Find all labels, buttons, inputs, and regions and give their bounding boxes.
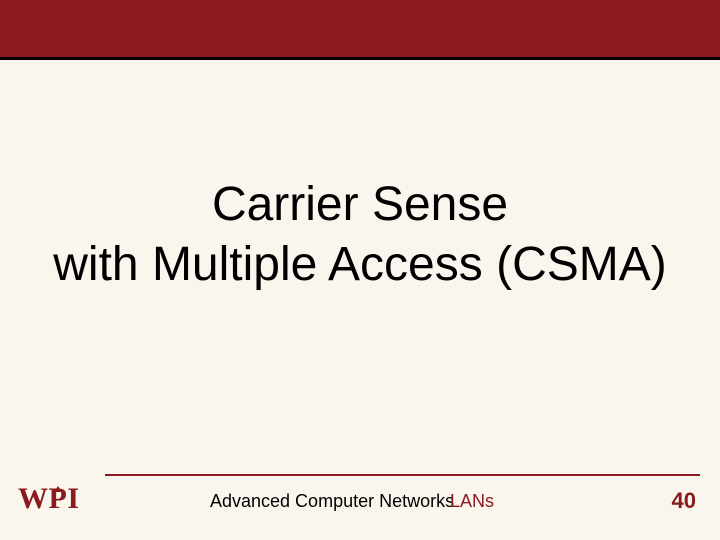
footer-topic: LANs <box>450 491 494 512</box>
wpi-logo: WPI <box>18 482 80 516</box>
footer: WPI Advanced Computer Networks LANs 40 <box>0 480 720 520</box>
footer-course: Advanced Computer Networks <box>210 491 454 512</box>
slide: Carrier Sense with Multiple Access (CSMA… <box>0 0 720 540</box>
logo-letter-p: P <box>49 482 68 516</box>
logo-letter-i: I <box>67 482 79 515</box>
page-number: 40 <box>672 488 696 514</box>
logo-letter-w: W <box>18 482 49 515</box>
title-line-1: Carrier Sense <box>0 175 720 235</box>
banner-top <box>0 0 720 60</box>
slide-title: Carrier Sense with Multiple Access (CSMA… <box>0 175 720 295</box>
title-line-2: with Multiple Access (CSMA) <box>0 235 720 295</box>
footer-rule <box>105 474 700 476</box>
